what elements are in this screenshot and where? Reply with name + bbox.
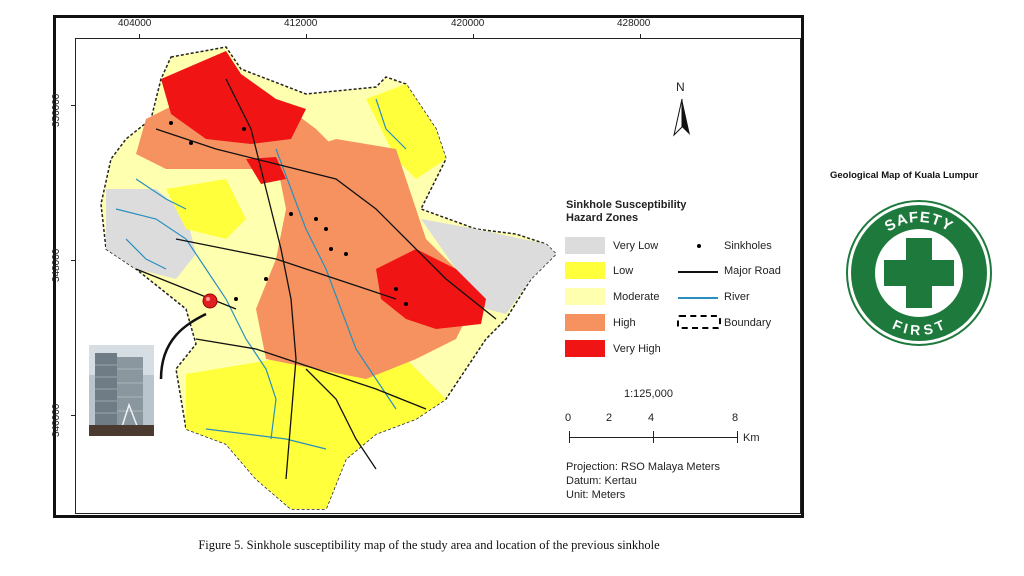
- river-network: [115, 98, 407, 450]
- zone-very-high-north: [161, 51, 306, 144]
- legend-label-very-low: Very Low: [613, 240, 659, 252]
- legend-swatch-high: [565, 314, 605, 331]
- x-tick-label: 420000: [451, 18, 485, 29]
- x-tick-mark: [306, 34, 307, 38]
- scale-tick: [737, 431, 738, 443]
- legend-title: Sinkhole Susceptibility Hazard Zones: [566, 199, 686, 225]
- y-tick-mark: [71, 105, 75, 106]
- unit-line: Unit: Meters: [566, 489, 626, 501]
- projection-line: Projection: RSO Malaya Meters: [566, 461, 721, 473]
- major-road-network: [135, 78, 497, 480]
- map-panel[interactable]: [75, 38, 801, 514]
- x-tick-label: 404000: [118, 18, 152, 29]
- projection-info: Projection: RSO Malaya Meters Datum: Ker…: [566, 460, 720, 502]
- scale-label: 0: [565, 412, 572, 424]
- boundary-symbol: [677, 315, 721, 329]
- north-arrow: [673, 98, 690, 137]
- legend-label-sinkholes: Sinkholes: [724, 240, 772, 252]
- scale-label: 2: [606, 412, 613, 424]
- scale-label: 4: [648, 412, 655, 424]
- sinkhole-symbol: [697, 244, 701, 248]
- zone-low-west: [166, 179, 246, 239]
- sinkhole-location-photo: [89, 345, 154, 436]
- legend-label-very-high: Very High: [613, 343, 661, 355]
- scale-unit: Km: [743, 432, 760, 444]
- datum-line: Datum: Kertau: [566, 475, 637, 487]
- scale-tick: [569, 431, 570, 443]
- safety-first-badge: SAFETY FIRST: [846, 200, 992, 346]
- x-tick-mark: [640, 34, 641, 38]
- north-label: N: [676, 80, 685, 94]
- legend-label-major-road: Major Road: [724, 265, 781, 277]
- legend-label-river: River: [724, 291, 750, 303]
- y-tick-label: 348000: [51, 248, 62, 282]
- zone-low-south: [186, 339, 446, 509]
- susceptibility-map: [100, 46, 690, 510]
- y-tick-mark: [71, 260, 75, 261]
- legend-label-boundary: Boundary: [724, 317, 772, 329]
- geological-map-title: Geological Map of Kuala Lumpur: [830, 170, 979, 181]
- x-tick-mark: [473, 34, 474, 38]
- legend-label-moderate: Moderate: [613, 291, 660, 303]
- zone-high-center: [256, 139, 476, 379]
- figure-caption: Figure 5. Sinkhole susceptibility map of…: [198, 538, 660, 552]
- previous-sinkhole-marker: [202, 293, 218, 309]
- legend-label-low: Low: [613, 265, 634, 277]
- legend-title-line2: Hazard Zones: [566, 212, 639, 224]
- scale-ratio: 1:125,000: [624, 388, 673, 400]
- y-tick-label: 340000: [51, 403, 62, 437]
- legend-swatch-moderate: [565, 288, 605, 305]
- major-road-symbol: [678, 271, 718, 273]
- pointer-arrow: [159, 312, 207, 380]
- legend-title-line1: Sinkhole Susceptibility: [566, 199, 687, 211]
- y-tick-mark: [71, 415, 75, 416]
- legend-swatch-low: [565, 262, 605, 279]
- zone-very-low-west: [106, 189, 196, 279]
- river-symbol: [678, 297, 718, 299]
- y-tick-label: 356000: [51, 93, 62, 127]
- zone-very-low-east: [421, 219, 556, 314]
- legend-swatch-very-high: [565, 340, 605, 357]
- x-tick-label: 428000: [617, 18, 651, 29]
- x-tick-mark: [139, 34, 140, 38]
- legend-swatch-very-low: [565, 237, 605, 254]
- sinkhole-points: [169, 121, 408, 306]
- scale-tick: [653, 431, 654, 443]
- zone-very-high-east: [376, 249, 486, 329]
- x-tick-label: 412000: [284, 18, 318, 29]
- scale-label: 8: [732, 412, 739, 424]
- legend-label-high: High: [613, 317, 636, 329]
- zone-low-north: [366, 84, 446, 179]
